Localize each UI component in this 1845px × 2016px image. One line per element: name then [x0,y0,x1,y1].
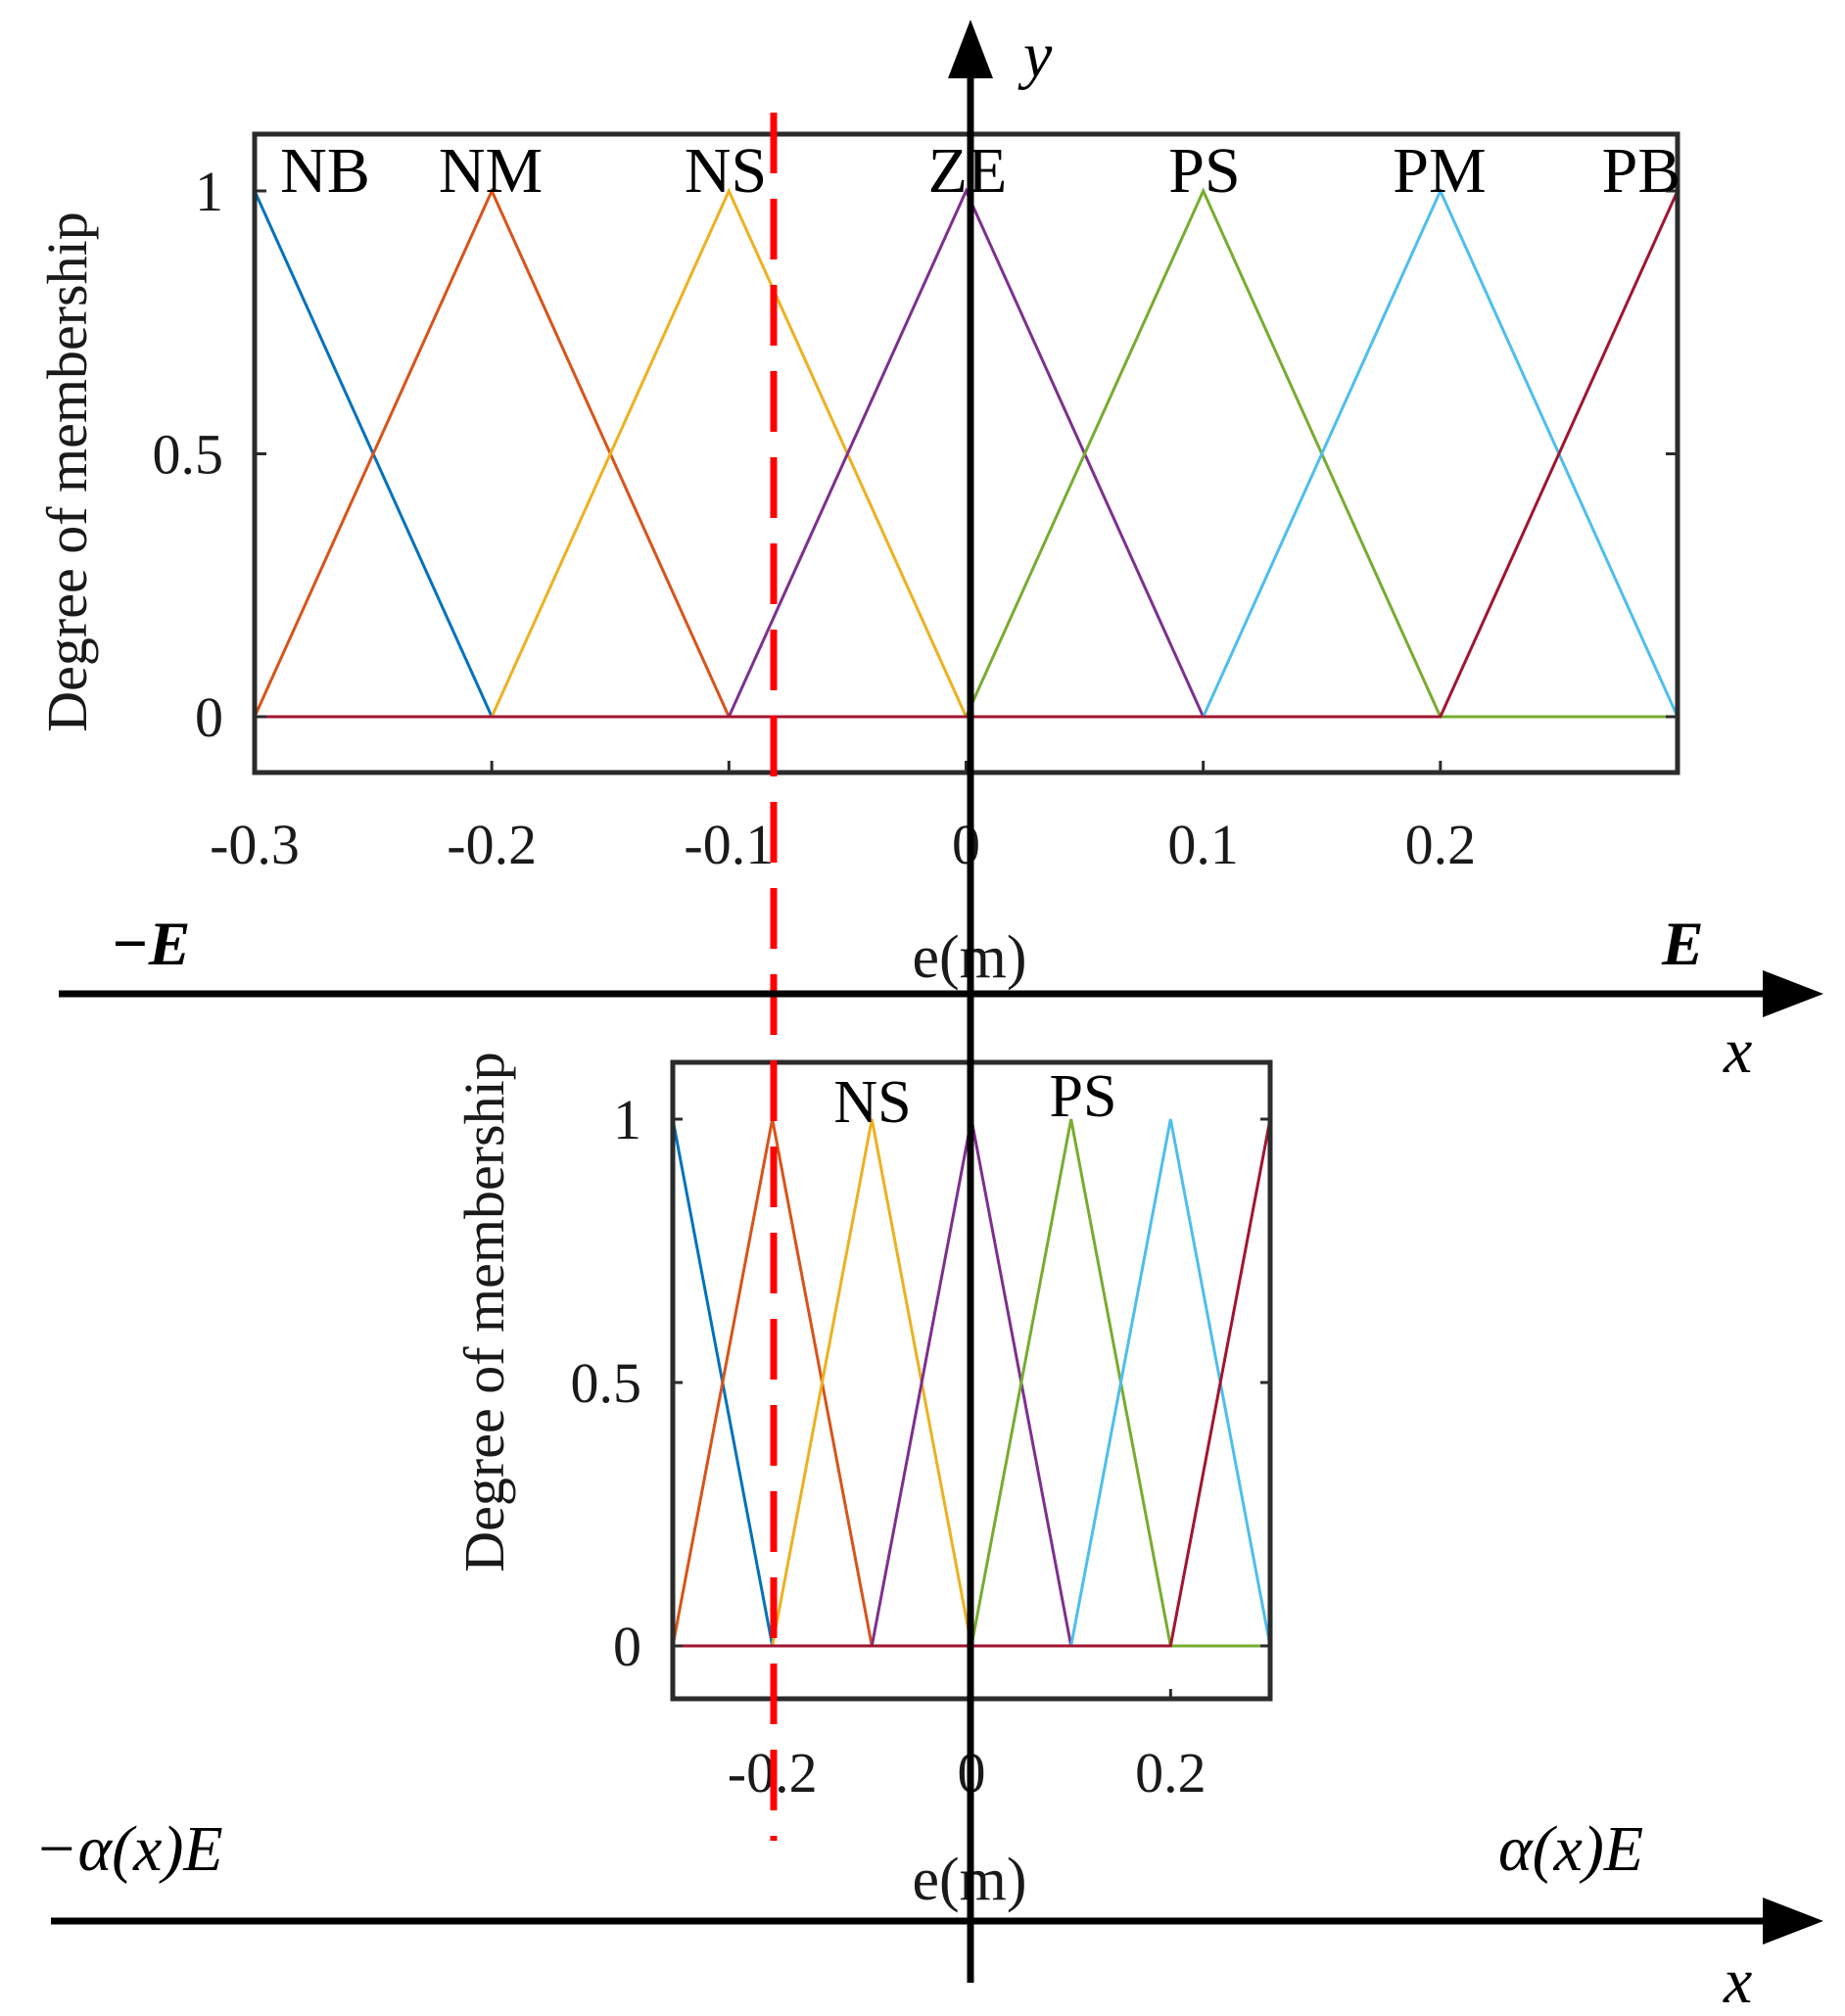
y-axis-label: y [1017,20,1053,91]
top-membership-plot: -0.3-0.2-0.100.10.2 00.51 NBNMNSZEPSPMPB… [35,131,1680,991]
y-tick-label: 1 [613,1088,641,1151]
membership-series-nb [255,190,1678,719]
top-plot-tick-marks [253,189,1678,773]
top-plot-x-tick-labels: -0.3 -0.2 -0.1 0 0.1 0.2 [210,813,1476,876]
set-label-ns: NS [685,135,767,207]
bottom-plot-x-tick-labels: -0.200.2 [728,1741,1206,1805]
y-tick-label: 1 [195,160,223,223]
bottom-axis-left-label: −α(x)E [34,1813,223,1885]
top-plot-set-labels: NBNMNSZEPSPMPB [280,135,1680,207]
top-horizontal-x-axis: −E E x [59,909,1823,1087]
membership-series-nm [255,187,1678,719]
set-label-nm: NM [439,135,543,207]
x-tick-label: -0.2 [447,813,537,876]
bottom-x-axis-arrowhead [1763,1898,1823,1945]
top-x-axis-arrowhead [1763,970,1823,1017]
set-label-ps: PS [1168,135,1240,207]
membership-series-ns [255,187,1678,719]
top-axis-x-label: x [1723,1015,1752,1087]
top-axis-right-label: E [1661,909,1704,978]
set-label-nb: NB [280,135,370,207]
membership-series-ps [255,187,1678,719]
x-tick-label: -0.3 [210,813,300,876]
x-tick-label: 0.2 [1405,813,1477,876]
bottom-plot-y-axis-title: Degree of membership [452,1052,516,1571]
y-tick-label: 0 [613,1615,641,1678]
top-plot-frame [252,131,1680,775]
bottom-axis-x-label: x [1723,1946,1752,2016]
y-tick-label: 0.5 [571,1351,642,1415]
set-label-pm: PM [1393,135,1486,207]
membership-series-pb [255,190,1678,719]
set-label-ps: PS [1050,1063,1117,1130]
x-tick-label: 0 [952,813,980,876]
bottom-horizontal-x-axis: −α(x)E α(x)E x [34,1813,1823,2016]
bottom-axis-right-label: α(x)E [1498,1813,1643,1885]
bottom-plot-y-tick-labels: 00.51 [571,1088,642,1678]
x-tick-label: 0.2 [1135,1741,1206,1805]
membership-series-pm [255,187,1678,719]
y-tick-label: 0 [195,685,223,749]
x-tick-label: 0.1 [1167,813,1239,876]
x-tick-label: -0.1 [684,813,774,876]
set-label-ns: NS [833,1069,911,1136]
set-label-pb: PB [1602,135,1681,207]
vertical-y-axis: y [948,20,1053,1983]
top-plot-y-tick-labels: 00.51 [153,160,224,749]
y-tick-label: 0.5 [153,423,224,487]
bottom-plot-set-labels: NS PS [833,1063,1116,1136]
y-axis-arrowhead [948,20,993,78]
membership-series-pb [673,1118,1270,1648]
top-axis-left-label: −E [111,909,190,978]
top-plot-series [255,187,1678,719]
membership-series-ze [255,187,1678,719]
top-plot-y-axis-title: Degree of membership [35,211,99,731]
